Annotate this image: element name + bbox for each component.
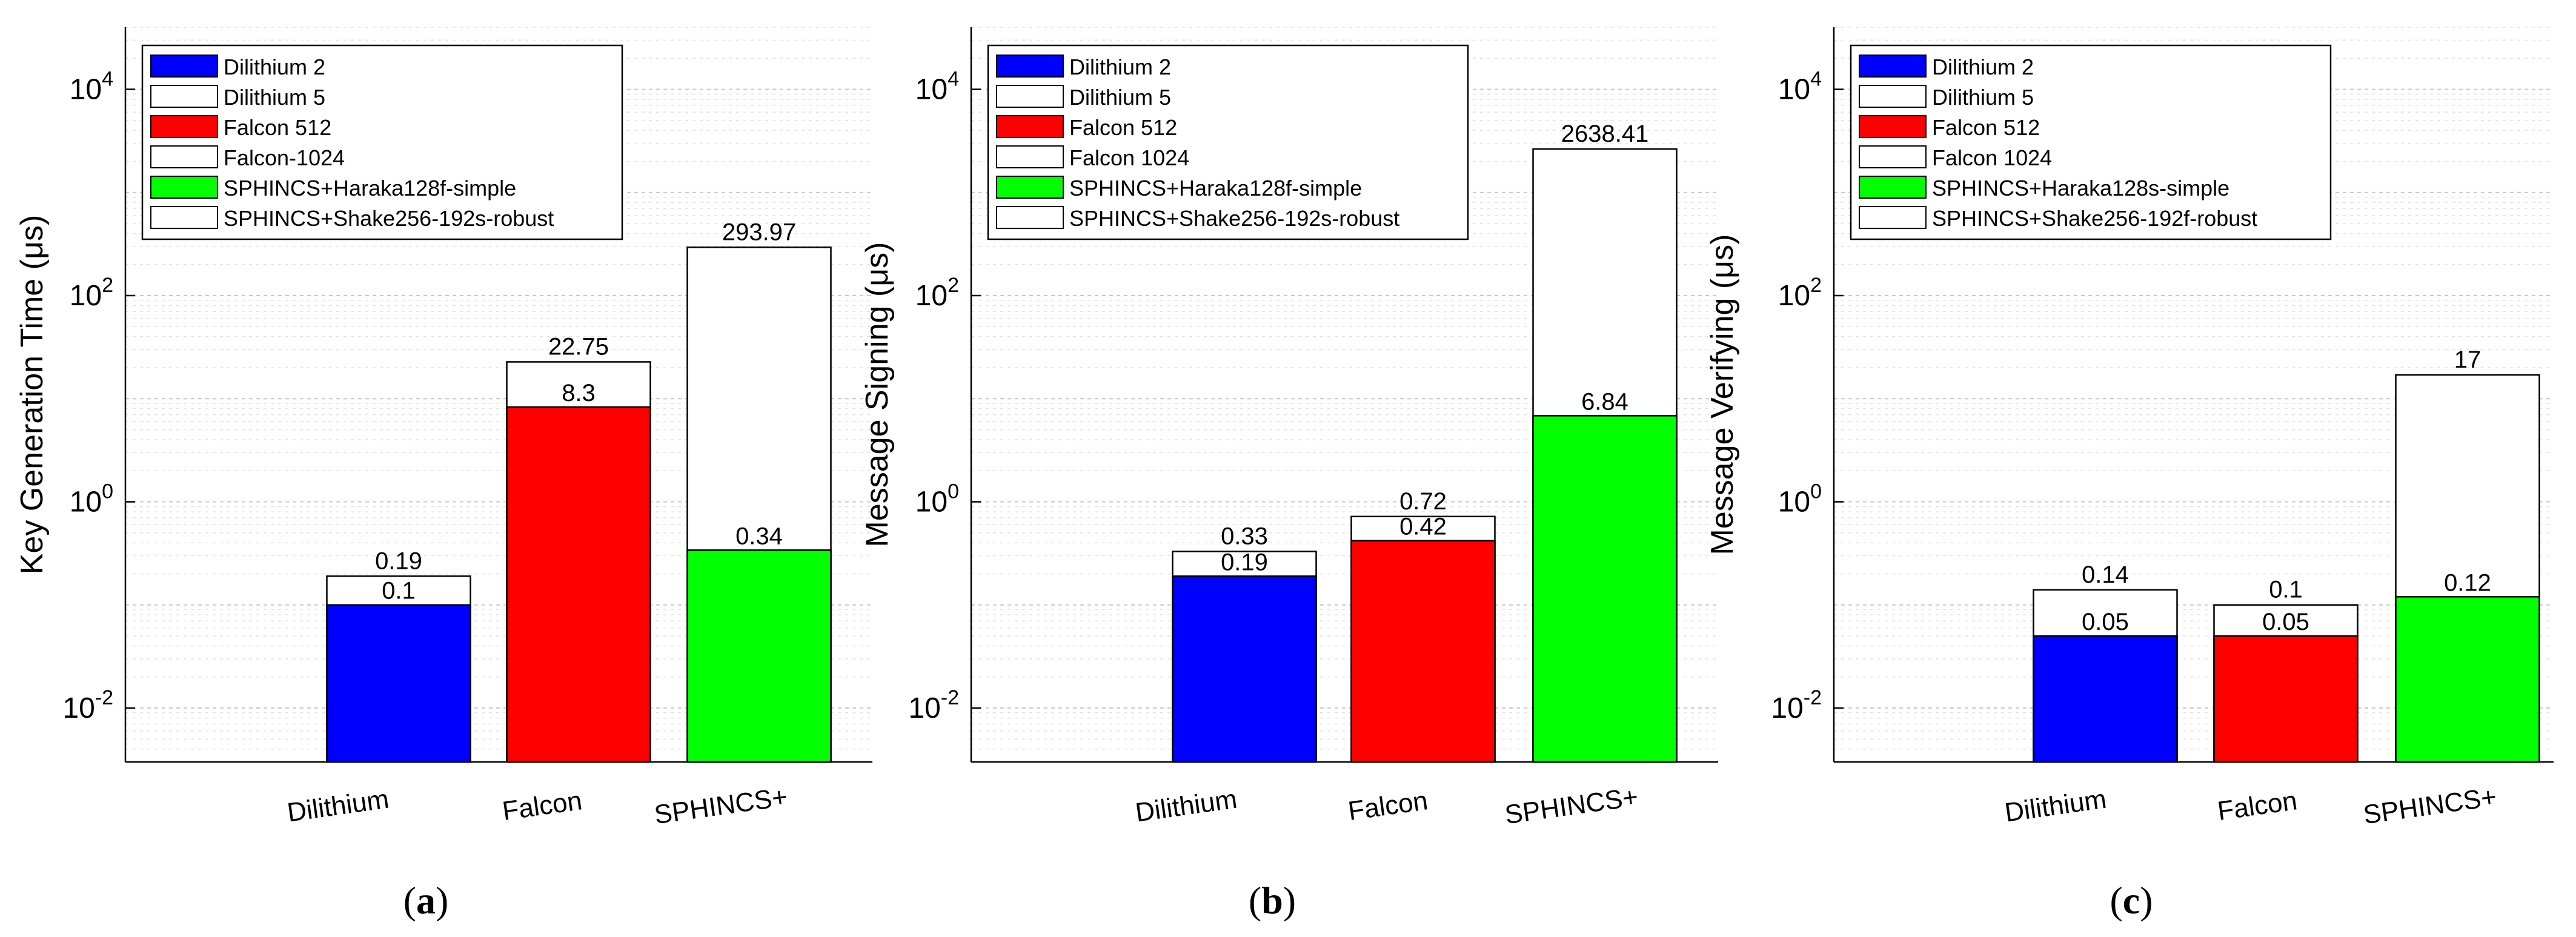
legend-swatch: [1859, 115, 1927, 138]
y-tick-label: 10-2: [1771, 686, 1822, 724]
legend-label: Falcon 512: [1932, 115, 2040, 140]
legend-label: Dilithium 2: [1932, 55, 2034, 79]
bar-front-value-label: 6.84: [1581, 388, 1628, 415]
category-label: SPHINCS+: [1503, 782, 1640, 830]
legend: [1850, 44, 2332, 240]
subplot-label: (a): [403, 879, 449, 922]
bar-back-value-label: 293.97: [722, 219, 796, 245]
chart-panel-1: 10-2 100 102 104 0.19 0.1 22.75 8.3 293.97 0.34 Di…: [15, 27, 872, 922]
category-label: Falcon: [500, 786, 584, 826]
y-tick-label: 102: [915, 274, 959, 312]
bar-back-value-label: 0.14: [2082, 561, 2129, 588]
bar-back-value-label: 22.75: [548, 333, 609, 360]
y-axis-label: Message Verifying (μs): [1705, 234, 1740, 555]
legend-label: SPHINCS+Haraka128f-simple: [224, 176, 516, 200]
bar-back-value-label: 0.1: [2269, 577, 2303, 603]
category-label: Dilithium: [285, 784, 391, 828]
bar-front-value-label: 0.12: [2444, 569, 2491, 596]
bar-back-value-label: 0.19: [375, 548, 422, 574]
chart-panel-2: 10-2 100 102 104 0.330.19 0.720.42 2638.41 6.84…: [860, 27, 1718, 922]
legend-swatch: [150, 85, 218, 108]
y-tick-label: 104: [915, 67, 959, 105]
y-tick-label: 100: [70, 480, 113, 518]
legend-label: Falcon 512: [1069, 115, 1177, 140]
legend: [141, 44, 623, 240]
legend-label: Dilithium 5: [1932, 85, 2034, 110]
bar-front-value-label: 0.05: [2082, 609, 2129, 635]
bar-front-value-label: 0.19: [1221, 549, 1268, 575]
legend-swatch: [150, 206, 218, 229]
legend-label: Falcon-1024: [224, 145, 345, 170]
legend-swatch: [1859, 206, 1927, 229]
bar-back-value-label: 17: [2454, 346, 2481, 373]
legend: [987, 44, 1469, 240]
legend-swatch: [996, 145, 1064, 168]
subplot-label: (c): [2110, 879, 2153, 922]
legend-swatch: [1859, 176, 1927, 199]
legend-swatch: [996, 176, 1064, 199]
y-tick-label: 100: [915, 480, 959, 518]
legend-swatch: [150, 145, 218, 168]
legend-swatch: [150, 55, 218, 78]
bar-front-dilithium: [326, 604, 471, 763]
legend-label: SPHINCS+Shake256-192f-robust: [1932, 206, 2257, 231]
y-tick-label: 102: [70, 274, 113, 312]
bar-front-sphincs: [686, 549, 832, 763]
legend-label: Falcon 1024: [1932, 145, 2052, 170]
y-tick-label: 102: [1778, 274, 1822, 312]
legend-label: Dilithium 5: [1069, 85, 1171, 110]
bar-front-dilithium: [1172, 575, 1317, 763]
y-tick-label: 10-2: [62, 686, 113, 724]
category-label: SPHINCS+: [2362, 782, 2498, 830]
bar-front-sphincs: [2395, 596, 2540, 763]
legend-label: SPHINCS+Shake256-192s-robust: [224, 206, 554, 231]
bar-front-value-label: 0.1: [382, 578, 416, 604]
legend-swatch: [150, 115, 218, 138]
chart-panel-3: 10-2 100 102 104 0.14 0.05 0.1 0.05 17 0.12 Dilith…: [1705, 27, 2554, 922]
category-label: Dilithium: [2003, 784, 2108, 828]
y-tick-label: 10-2: [908, 686, 959, 724]
legend-swatch: [996, 55, 1064, 78]
bar-front-value-label: 0.05: [2262, 609, 2309, 635]
bar-front-value-label: 8.3: [562, 380, 596, 406]
legend-label: Falcon 512: [224, 115, 331, 140]
y-tick-label: 104: [1778, 67, 1822, 105]
legend-swatch: [1859, 145, 1927, 168]
bar-front-sphincs: [1532, 415, 1678, 763]
bar-front-falcon: [2213, 635, 2359, 763]
category-label: Falcon: [2216, 786, 2299, 826]
legend-label: SPHINCS+Haraka128s-simple: [1932, 176, 2229, 200]
category-label: SPHINCS+: [652, 782, 789, 830]
bar-back-value-label: 0.72: [1399, 488, 1447, 515]
legend-label: SPHINCS+Shake256-192s-robust: [1069, 206, 1399, 231]
legend-label: Dilithium 2: [224, 55, 325, 79]
bar-front-value-label: 0.42: [1399, 514, 1447, 540]
category-label: Falcon: [1346, 786, 1430, 826]
legend-swatch: [996, 115, 1064, 138]
legend-label: SPHINCS+Haraka128f-simple: [1069, 176, 1362, 200]
category-label: Dilithium: [1134, 784, 1239, 828]
legend-label: Falcon 1024: [1069, 145, 1189, 170]
y-tick-label: 100: [1778, 480, 1822, 518]
bar-back-value-label: 2638.41: [1561, 121, 1649, 147]
subplot-label: (b): [1249, 879, 1296, 922]
legend-swatch: [996, 206, 1064, 229]
legend-label: Dilithium 5: [224, 85, 325, 110]
legend-swatch: [996, 85, 1064, 108]
y-axis-label: Key Generation Time (μs): [15, 215, 50, 575]
y-tick-label: 104: [70, 67, 113, 105]
legend-swatch: [1859, 55, 1927, 78]
legend-swatch: [1859, 85, 1927, 108]
legend-swatch: [150, 176, 218, 199]
bar-front-falcon: [506, 406, 651, 763]
bar-front-value-label: 0.34: [735, 523, 783, 549]
bar-back-value-label: 0.33: [1221, 523, 1268, 549]
bar-front-falcon: [1350, 540, 1496, 763]
bar-front-dilithium: [2033, 635, 2178, 763]
y-axis-label: Message Signing (μs): [860, 242, 895, 548]
legend-label: Dilithium 2: [1069, 55, 1171, 79]
